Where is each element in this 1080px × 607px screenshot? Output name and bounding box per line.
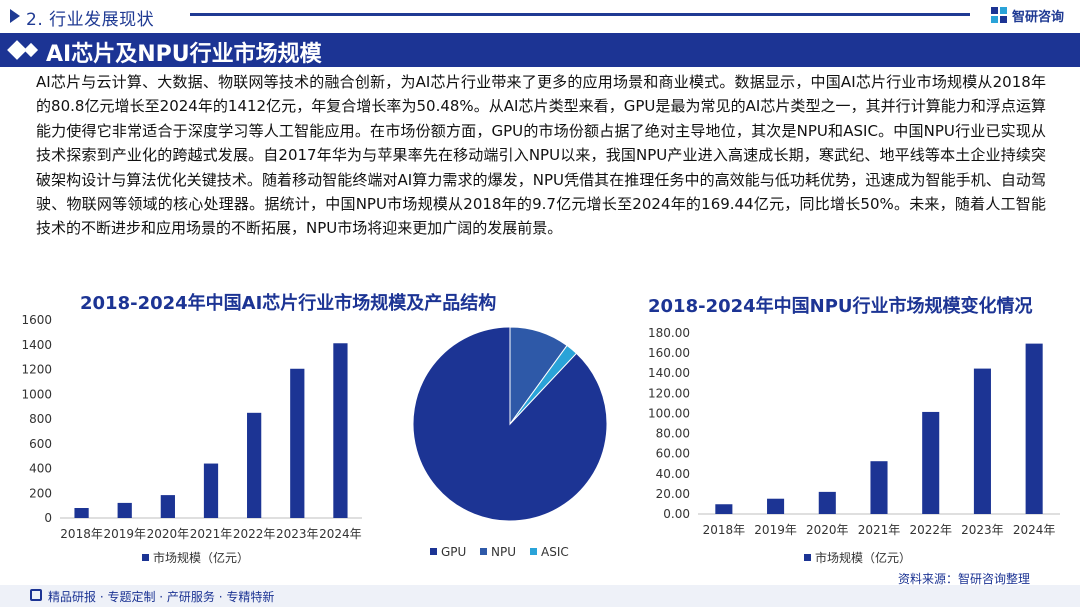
chip-structure-pie-chart: GPU NPU ASIC [412,326,608,559]
bar [74,508,89,518]
bar [715,504,733,514]
y-tick-label: 100.00 [648,406,690,420]
legend: 市场规模（亿元） [804,550,911,565]
source-note: 资料来源：智研咨询整理 [898,572,1031,586]
y-tick-label: 800 [29,412,52,426]
section-marker-icon [10,9,20,23]
x-tick-label: 2023年 [961,523,1004,537]
x-tick-label: 2018年 [703,523,746,537]
y-tick-label: 40.00 [656,467,690,481]
y-tick-label: 160.00 [648,346,690,360]
pie-legend: GPU NPU ASIC [430,545,569,559]
y-tick-label: 80.00 [656,427,690,441]
legend-label: GPU [441,545,466,559]
y-tick-label: 60.00 [656,447,690,461]
y-tick-label: 180.00 [648,326,690,340]
x-tick-label: 2021年 [858,523,901,537]
y-tick-label: 1600 [21,313,52,327]
section-title: 2. 行业发展现状 [26,10,155,30]
title-banner: AI芯片及NPU行业市场规模 [0,33,1080,67]
bar [767,498,785,514]
top-bar: 2. 行业发展现状 智研咨询 [0,0,1080,32]
ai-chip-chart-title: 2018-2024年中国AI芯片行业市场规模及产品结构 [80,293,497,314]
x-tick-label: 2024年 [1013,523,1056,537]
legend-label: 市场规模（亿元） [815,550,911,565]
y-tick-label: 1200 [21,363,52,377]
bar [818,491,836,514]
x-tick-label: 2023年 [276,527,319,541]
y-tick-label: 200 [29,486,52,500]
legend: 市场规模（亿元） [142,550,249,565]
y-tick-label: 20.00 [656,487,690,501]
legend-label: ASIC [541,545,569,559]
header-divider [190,13,970,16]
report-icon [30,589,42,601]
x-tick-label: 2020年 [806,523,849,537]
bar [117,502,132,518]
legend-swatch [804,554,811,561]
bar [290,368,305,518]
y-tick-label: 140.00 [648,366,690,380]
bar [203,463,219,518]
body-paragraph: AI芯片与云计算、大数据、物联网等技术的融合创新，为AI芯片行业带来了更多的应用… [36,73,1046,238]
footer-bar [0,585,1080,607]
legend-swatch [480,548,487,555]
npu-chart-title: 2018-2024年中国NPU行业市场规模变化情况 [648,296,1033,317]
bar [870,461,888,514]
diamond-icon [23,42,39,58]
y-tick-label: 600 [29,437,52,451]
legend-label: 市场规模（亿元） [153,550,249,565]
bar [160,495,175,518]
x-tick-label: 2019年 [103,527,146,541]
legend-swatch [530,548,537,555]
y-tick-label: 1000 [21,387,52,401]
bar [1025,343,1043,514]
legend-swatch [430,548,437,555]
bar [247,412,262,518]
brand-logo-icon [991,7,1007,23]
bar [333,343,348,518]
x-tick-label: 2018年 [60,527,103,541]
npu-bar-chart: 0.00 20.00 40.00 60.00 80.00 100.00 120.00 140.… [648,326,1060,565]
footer-tagline: 精品研报 · 专题定制 · 产研服务 · 专精特新 [48,590,275,604]
y-tick-label: 120.00 [648,386,690,400]
x-tick-label: 2022年 [233,527,276,541]
legend-label: NPU [491,545,516,559]
pie-slice-asic [509,344,578,425]
x-tick-label: 2024年 [319,527,362,541]
x-tick-label: 2019年 [754,523,797,537]
y-tick-label: 1400 [21,338,52,352]
brand-name: 智研咨询 [1012,10,1065,25]
y-tick-label: 0.00 [663,507,690,521]
bar [922,411,940,514]
page-title: AI芯片及NPU行业市场规模 [46,42,322,67]
bar [973,368,991,514]
y-tick-label: 0 [44,511,52,525]
x-tick-label: 2022年 [909,523,952,537]
x-tick-label: 2021年 [190,527,233,541]
x-tick-label: 2020年 [147,527,190,541]
legend-swatch [142,554,149,561]
y-tick-label: 400 [29,462,52,476]
